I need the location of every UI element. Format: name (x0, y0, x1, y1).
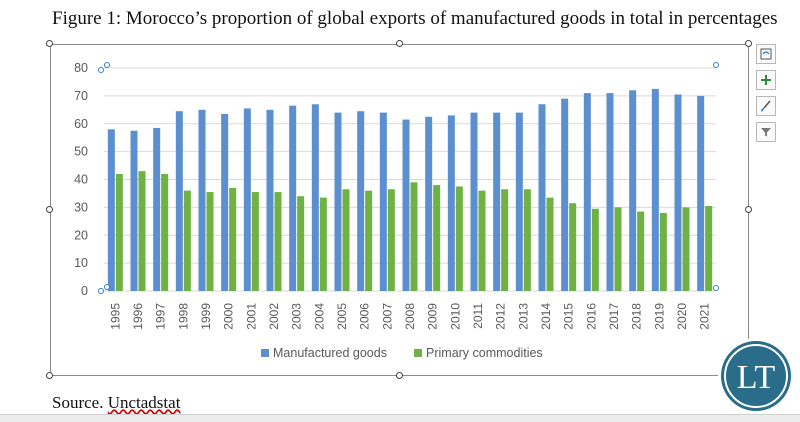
chart-layout-icon[interactable] (756, 44, 776, 64)
source-note: Source. Unctadstat (52, 393, 180, 413)
resize-handle-bottom-left[interactable] (46, 372, 53, 379)
figure-title: Figure 1: Morocco’s proportion of global… (52, 8, 778, 29)
add-element-icon[interactable] (756, 70, 776, 90)
brush-style-icon[interactable] (756, 96, 776, 116)
status-bar (0, 414, 800, 422)
lt-logo: LT (718, 338, 794, 414)
source-link[interactable]: Unctadstat (107, 393, 181, 412)
resize-handle-bottom-center[interactable] (396, 372, 403, 379)
resize-handle-top-left[interactable] (46, 40, 53, 47)
resize-handle-top-center[interactable] (396, 40, 403, 47)
resize-handle-middle-right[interactable] (745, 206, 752, 213)
chart-tools (756, 44, 778, 148)
filter-icon[interactable] (756, 122, 776, 142)
chart-frame[interactable] (50, 44, 749, 376)
resize-handle-top-right[interactable] (745, 40, 752, 47)
resize-handle-middle-left[interactable] (46, 206, 53, 213)
logo-text: LT (737, 359, 776, 396)
source-prefix: Source. (52, 393, 108, 412)
